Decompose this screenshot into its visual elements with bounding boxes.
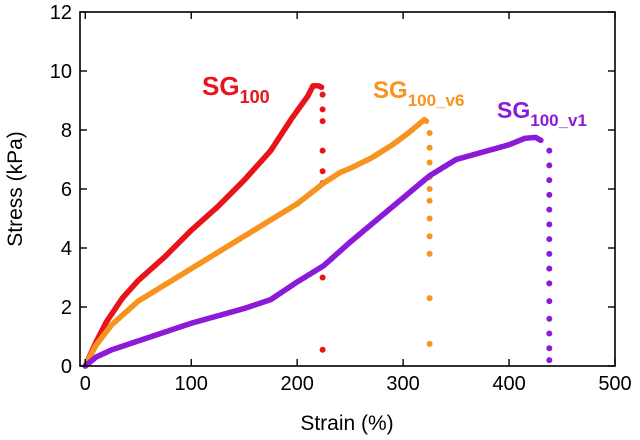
fracture-point [546, 298, 553, 305]
data-point [423, 118, 430, 124]
x-tick-label: 500 [598, 373, 631, 395]
fracture-point [546, 221, 553, 228]
fracture-point [319, 346, 326, 353]
fracture-point [426, 129, 433, 136]
y-tick-label: 12 [50, 2, 72, 24]
series-label-subscript: 100_v1 [530, 111, 587, 130]
y-tick-label: 2 [61, 297, 72, 319]
data-point [538, 137, 544, 144]
fracture-point [426, 159, 433, 166]
fracture-point [546, 147, 553, 154]
series-100-markers [82, 82, 326, 369]
series-label-100: SG100 [202, 71, 270, 107]
fracture-point [426, 250, 433, 257]
y-tick-label: 4 [61, 238, 72, 260]
y-axis-title: Stress (kPa) [4, 131, 27, 247]
series-label-main: SG [202, 71, 240, 101]
series-label-100_v6: SG100_v6 [373, 77, 464, 110]
x-tick-label: 200 [280, 373, 313, 395]
series-100_v1-markers [82, 134, 553, 369]
series-label-main: SG [373, 77, 408, 104]
series-label-subscript: 100_v6 [408, 91, 465, 110]
fracture-point [546, 250, 553, 257]
fracture-point [319, 274, 326, 281]
y-tick-label: 10 [50, 61, 72, 83]
series-label-subscript: 100 [240, 87, 270, 107]
plot-frame [79, 11, 616, 367]
series-100_v6-markers [82, 116, 433, 369]
series-label-100_v1: SG100_v1 [497, 97, 587, 130]
fracture-point [426, 197, 433, 204]
fracture-point [546, 357, 553, 364]
fracture-point [546, 177, 553, 184]
x-tick-label: 400 [492, 373, 525, 395]
fracture-point [319, 91, 326, 98]
fracture-point [546, 162, 553, 169]
x-tick-label: 100 [175, 373, 208, 395]
fracture-point [426, 144, 433, 151]
fracture-point [546, 236, 553, 243]
x-axis-title: Strain (%) [300, 412, 393, 435]
fracture-point [546, 330, 553, 337]
fracture-point [546, 315, 553, 322]
fracture-point [319, 147, 326, 154]
fracture-point [319, 106, 326, 113]
fracture-point [546, 191, 553, 198]
fracture-point [546, 280, 553, 287]
x-tick-label: 300 [386, 373, 419, 395]
fracture-point [319, 168, 326, 175]
fracture-point [426, 215, 433, 222]
y-tick-label: 6 [61, 179, 72, 201]
fracture-point [546, 206, 553, 213]
fracture-point [546, 345, 553, 352]
series-label-main: SG [497, 97, 530, 123]
fracture-point [546, 265, 553, 272]
y-tick-label: 0 [61, 356, 72, 378]
x-tick-label: 0 [80, 373, 91, 395]
y-tick-label: 8 [61, 120, 72, 142]
data-point [318, 84, 325, 91]
fracture-point [426, 233, 433, 240]
fracture-point [426, 186, 433, 192]
fracture-point [426, 295, 433, 302]
fracture-point [319, 118, 326, 125]
fracture-point [426, 340, 433, 347]
